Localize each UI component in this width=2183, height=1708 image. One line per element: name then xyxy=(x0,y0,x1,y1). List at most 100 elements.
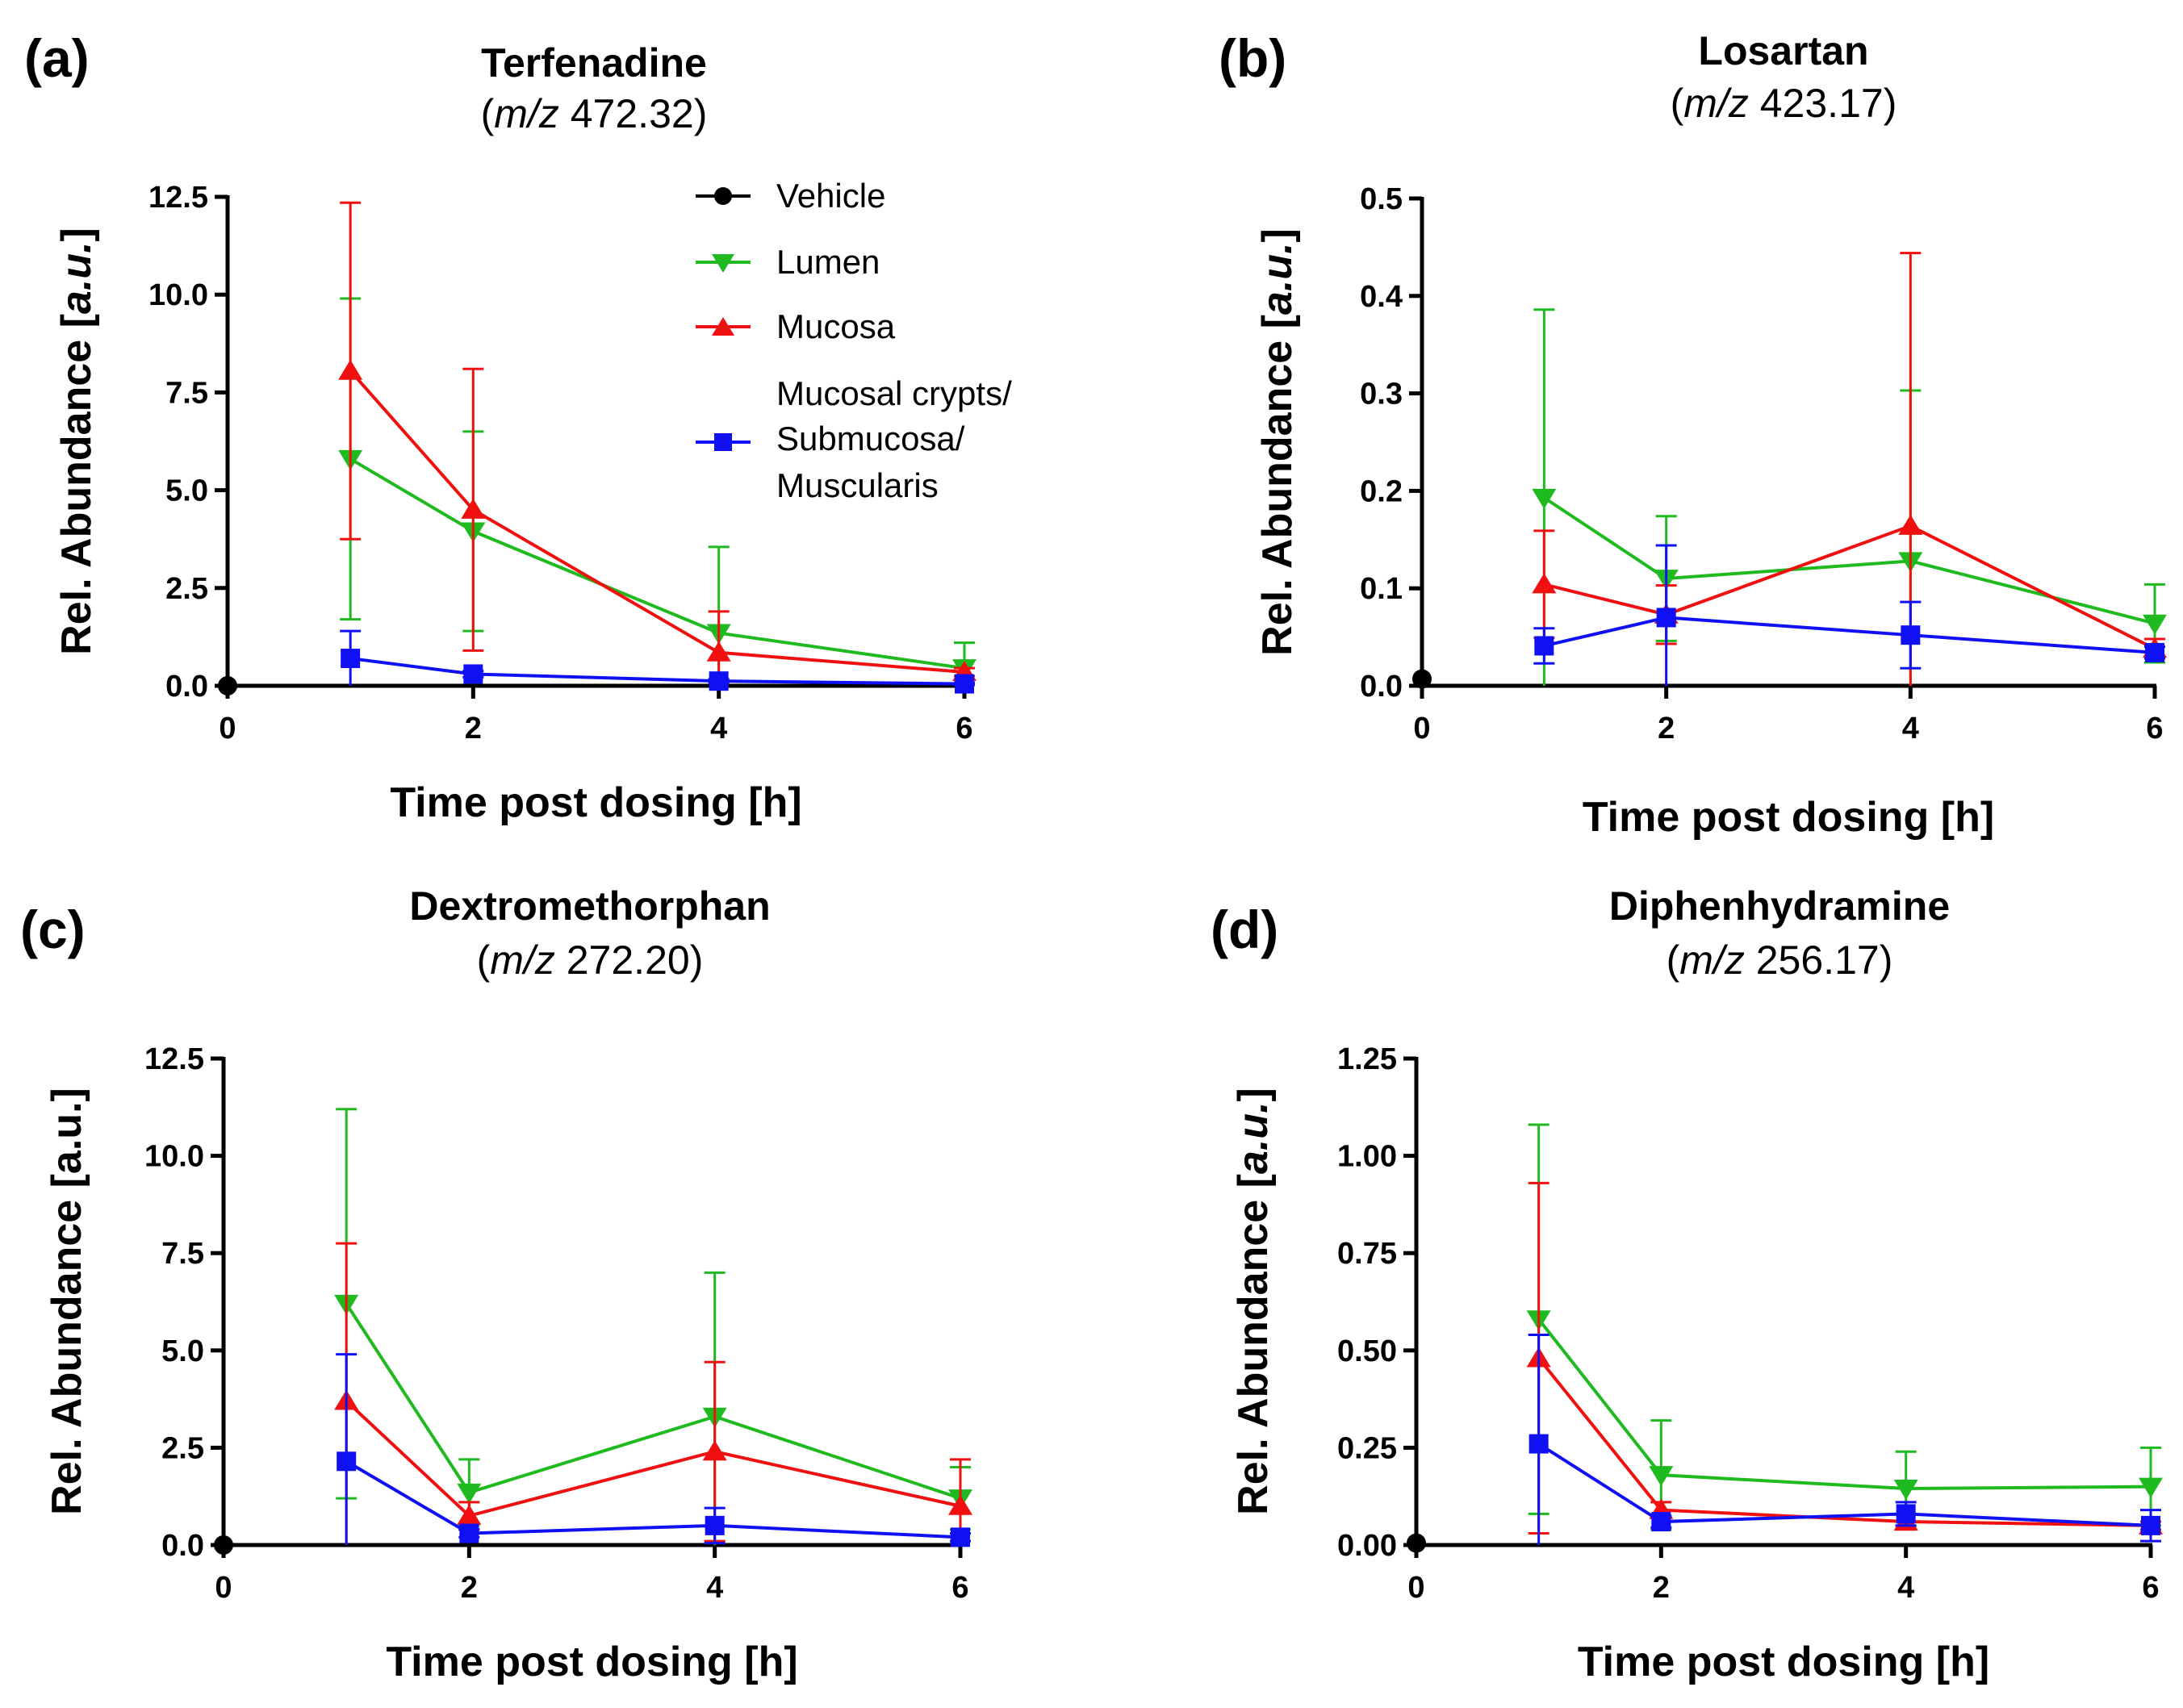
data-point xyxy=(1412,669,1432,689)
mz-prefix: m/z xyxy=(494,91,559,136)
data-point xyxy=(337,1451,357,1472)
data-point xyxy=(457,1483,482,1504)
x-tick-label: 2 xyxy=(1653,1571,1670,1605)
panel-a: (a) Terfenadine (m/z 472.32) 0.0 2.5 5.0 7.… xyxy=(24,28,1012,826)
x-tick-label: 6 xyxy=(951,1571,968,1605)
legend-label-crypts-2: Submucosa/ xyxy=(776,420,965,457)
legend-label-crypts-3: Muscularis xyxy=(776,466,939,504)
data-point xyxy=(1896,1504,1916,1524)
panel-d: (d) Diphenhydramine (m/z 256.17) 0.00 0.2… xyxy=(1211,883,2163,1685)
x-axis-label: Time post dosing [h] xyxy=(386,1639,797,1685)
mz-value: 256.17 xyxy=(1756,938,1880,983)
y-tick-label: 0.4 xyxy=(1360,280,1403,314)
mz-value: 272.20 xyxy=(567,938,690,983)
x-tick-label: 0 xyxy=(1407,1571,1424,1605)
series-line xyxy=(1537,1318,2152,1491)
data-point xyxy=(463,664,483,684)
chart-title: Diphenhydramine xyxy=(1609,883,1950,929)
series-line xyxy=(1543,616,2156,654)
y-tick-label: 10.0 xyxy=(148,278,208,312)
series-line xyxy=(1537,1357,2152,1527)
data-point xyxy=(1901,625,1921,645)
series-line xyxy=(349,370,965,674)
series-crypts xyxy=(1528,1334,2161,1545)
mz-value: 472.32 xyxy=(571,91,694,136)
y-tick-label: 7.5 xyxy=(165,376,208,410)
panel-label: (b) xyxy=(1219,28,1286,88)
series-mucosa xyxy=(334,1242,972,1545)
panel-label: (c) xyxy=(20,900,86,959)
y-tick-label: 0.1 xyxy=(1360,572,1403,606)
plot-area: 0.0 2.5 5.0 7.5 10.0 12.5 0 2 4 6 Time post dosing… xyxy=(53,181,976,826)
y-axis-label-text: Rel. Abundance [ xyxy=(53,314,100,655)
y-axis-label: Rel. Abundance [a.u.] xyxy=(1230,1088,1277,1515)
y-axis-label-text: Rel. Abundance [ xyxy=(1230,1174,1277,1515)
data-point xyxy=(1893,1480,1918,1501)
series-line xyxy=(1543,524,2156,650)
legend-label-lumen: Lumen xyxy=(776,243,880,281)
series-crypts xyxy=(340,629,975,694)
legend-item-mucosa: Mucosa xyxy=(696,307,896,345)
data-point xyxy=(1656,608,1676,628)
panel-label: (d) xyxy=(1211,900,1278,959)
chart-subtitle: (m/z 423.17) xyxy=(1671,81,1897,126)
y-tick-label: 1.00 xyxy=(1337,1140,1397,1174)
series-mucosa xyxy=(1526,1181,2163,1535)
y-tick-label: 5.0 xyxy=(161,1334,204,1368)
y-tick-label: 5.0 xyxy=(165,474,208,508)
data-point xyxy=(1532,573,1557,594)
data-point xyxy=(709,671,729,691)
data-point xyxy=(2143,614,2167,635)
data-point xyxy=(948,1494,972,1515)
legend-item-lumen: Lumen xyxy=(696,243,880,281)
x-tick-label: 2 xyxy=(465,712,482,745)
data-point xyxy=(459,1523,479,1543)
series-vehicle xyxy=(1412,669,1432,689)
legend-label-mucosa: Mucosa xyxy=(776,307,896,345)
y-tick-label: 2.5 xyxy=(165,572,208,606)
chart-title: Dextromethorphan xyxy=(409,883,770,929)
legend-item-vehicle: Vehicle xyxy=(696,177,885,215)
y-tick-label: 0.2 xyxy=(1360,474,1403,508)
mz-value: 423.17 xyxy=(1760,81,1884,126)
data-point xyxy=(1649,1466,1674,1487)
y-axis-label: Rel. Abundance [a.u.] xyxy=(1254,228,1301,656)
x-tick-label: 2 xyxy=(1658,712,1675,745)
y-axis-label-text: Rel. Abundance [ xyxy=(1254,315,1301,656)
y-tick-label: 0.5 xyxy=(1360,182,1403,216)
chart-subtitle: (m/z 472.32) xyxy=(481,91,708,136)
data-point xyxy=(218,676,237,695)
x-axis-label: Time post dosing [h] xyxy=(1583,794,1994,841)
series-vehicle xyxy=(214,1535,233,1555)
legend-marker-vehicle xyxy=(714,187,732,205)
x-tick-label: 6 xyxy=(956,712,972,745)
data-point xyxy=(461,498,486,519)
mz-prefix: m/z xyxy=(1679,938,1745,983)
x-tick-label: 0 xyxy=(219,712,236,745)
legend-label-vehicle: Vehicle xyxy=(776,177,885,215)
y-axis-label-unit: a.u. xyxy=(44,1101,90,1174)
mz-prefix: m/z xyxy=(1683,81,1749,126)
y-tick-label: 12.5 xyxy=(144,1042,204,1076)
series-vehicle xyxy=(218,676,237,695)
series-crypts xyxy=(1533,544,2165,686)
x-tick-label: 0 xyxy=(1413,712,1430,745)
y-axis-label-text: ] xyxy=(1254,228,1301,242)
legend-marker-mucosa xyxy=(712,317,734,336)
series-lumen xyxy=(1526,1123,2163,1531)
series-mucosa xyxy=(1532,252,2167,686)
data-point xyxy=(1529,1434,1549,1454)
data-point xyxy=(2145,642,2164,662)
x-tick-label: 4 xyxy=(1902,712,1919,745)
y-tick-label: 7.5 xyxy=(161,1237,204,1271)
data-point xyxy=(702,1440,727,1461)
x-tick-label: 4 xyxy=(706,1571,723,1605)
x-tick-label: 4 xyxy=(1897,1571,1914,1605)
data-point xyxy=(1898,514,1923,535)
legend-item-crypts: Mucosal crypts/ Submucosa/ Muscularis xyxy=(696,374,1012,504)
data-point xyxy=(457,1504,482,1525)
chart-title: Losartan xyxy=(1698,28,1868,73)
data-point xyxy=(955,674,974,694)
plot-area: 0.00 0.25 0.50 0.75 1.00 1.25 0 2 4 6 Time post do… xyxy=(1230,1042,2163,1685)
